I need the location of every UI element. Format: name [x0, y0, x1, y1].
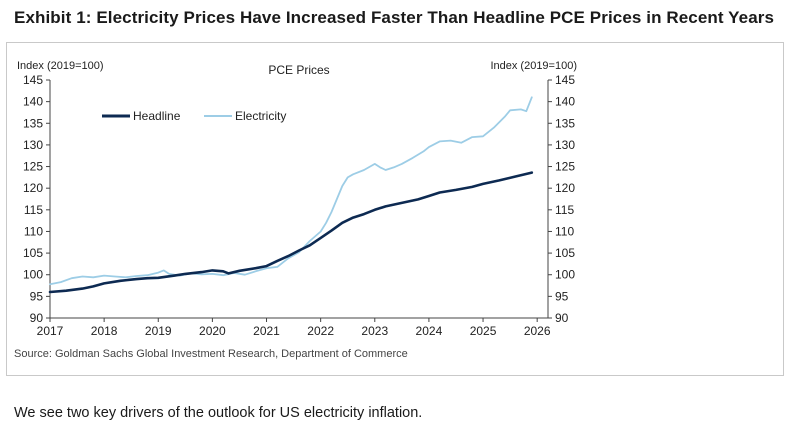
x-tick-label: 2017 [37, 324, 64, 338]
axes-group: 90 90 95 95 100 100 105 105 110 110 115 115 120 120 12… [23, 73, 575, 338]
y-tick-label-right: 100 [555, 268, 575, 282]
x-tick-label: 2018 [91, 324, 118, 338]
y-tick-label-left: 120 [23, 181, 43, 195]
y-tick-label-right: 115 [555, 203, 574, 217]
y-tick-label-left: 105 [23, 246, 43, 260]
y-tick-label-left: 115 [24, 203, 43, 217]
x-tick-label: 2025 [470, 324, 497, 338]
chart-frame: PCE Prices Index (2019=100) Index (2019=… [6, 42, 784, 376]
x-tick-label: 2021 [253, 324, 280, 338]
x-tick-label: 2023 [361, 324, 388, 338]
y-tick-label-left: 135 [23, 116, 43, 130]
y-tick-label-right: 145 [555, 73, 575, 87]
legend-label-headline: Headline [133, 109, 181, 123]
y-axis-label-left: Index (2019=100) [17, 60, 104, 72]
y-tick-label-left: 90 [30, 311, 44, 325]
x-tick-label: 2026 [524, 324, 551, 338]
y-axis-label-right: Index (2019=100) [490, 60, 577, 72]
legend: Headline Electricity [102, 109, 286, 123]
y-tick-label-right: 90 [555, 311, 569, 325]
caption-text: We see two key drivers of the outlook fo… [14, 405, 423, 421]
chart-title: PCE Prices [268, 63, 329, 77]
y-tick-label-right: 110 [555, 224, 574, 238]
y-tick-label-left: 125 [23, 160, 43, 174]
pce-prices-chart: PCE Prices Index (2019=100) Index (2019=… [17, 60, 577, 338]
source-note: Source: Goldman Sachs Global Investment … [14, 348, 408, 360]
y-tick-label-left: 95 [30, 289, 44, 303]
legend-label-electricity: Electricity [235, 109, 286, 123]
y-tick-label-left: 130 [23, 138, 43, 152]
y-tick-label-right: 105 [555, 246, 575, 260]
y-tick-label-right: 140 [555, 95, 575, 109]
electricity-series-line [49, 96, 533, 286]
y-tick-label-left: 140 [23, 95, 43, 109]
y-tick-label-right: 135 [555, 116, 575, 130]
x-tick-label: 2024 [416, 324, 443, 338]
y-tick-label-right: 120 [555, 181, 575, 195]
exhibit-title: Exhibit 1: Electricity Prices Have Incre… [14, 8, 775, 27]
x-tick-label: 2019 [145, 324, 172, 338]
y-tick-label-right: 130 [555, 138, 575, 152]
y-tick-label-left: 110 [24, 224, 43, 238]
y-tick-label-right: 95 [555, 289, 569, 303]
headline-series-line [48, 171, 534, 294]
series-lines-group [48, 96, 534, 294]
x-tick-label: 2022 [307, 324, 334, 338]
y-tick-label-left: 100 [23, 268, 43, 282]
x-tick-label: 2020 [199, 324, 226, 338]
y-tick-label-right: 125 [555, 160, 575, 174]
y-tick-label-left: 145 [23, 73, 43, 87]
